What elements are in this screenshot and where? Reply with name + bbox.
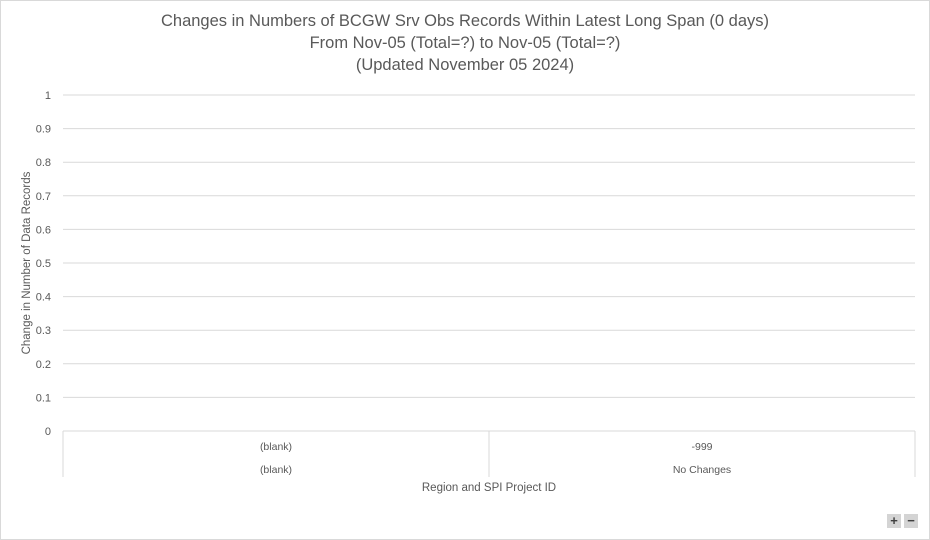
title-line-1: Changes in Numbers of BCGW Srv Obs Recor… xyxy=(160,12,769,30)
y-tick-label: 0.8 xyxy=(36,157,51,169)
x-tick-label-outer: No Changes xyxy=(673,464,731,476)
title-line-3: (Updated November 05 2024) xyxy=(355,56,575,74)
y-tick-label: 0.5 xyxy=(36,258,51,270)
y-tick-label: 0.9 xyxy=(36,124,51,136)
y-axis-label: Change in Number of Data Records xyxy=(21,171,33,355)
zoom-in-button[interactable]: + xyxy=(887,514,901,528)
chart-title: Changes in Numbers of BCGW Srv Obs Recor… xyxy=(0,10,930,76)
y-tick-label: 0 xyxy=(45,426,51,438)
y-tick-label: 0.3 xyxy=(36,325,51,337)
x-tick-label-inner: (blank) xyxy=(260,441,292,453)
x-axis-label: Region and SPI Project ID xyxy=(421,482,557,494)
y-tick-label: 0.6 xyxy=(36,224,51,236)
y-tick-label: 0.4 xyxy=(36,292,51,304)
y-tick-label: 0.1 xyxy=(36,392,51,404)
y-tick-label: 1 xyxy=(45,90,51,102)
x-tick-label-outer: (blank) xyxy=(260,464,292,476)
x-tick-label-inner: -999 xyxy=(691,441,712,453)
y-tick-label: 0.2 xyxy=(36,359,51,371)
zoom-out-button[interactable]: − xyxy=(904,514,918,528)
y-tick-label: 0.7 xyxy=(36,191,51,203)
title-line-2: From Nov-05 (Total=?) to Nov-05 (Total=?… xyxy=(309,34,621,52)
